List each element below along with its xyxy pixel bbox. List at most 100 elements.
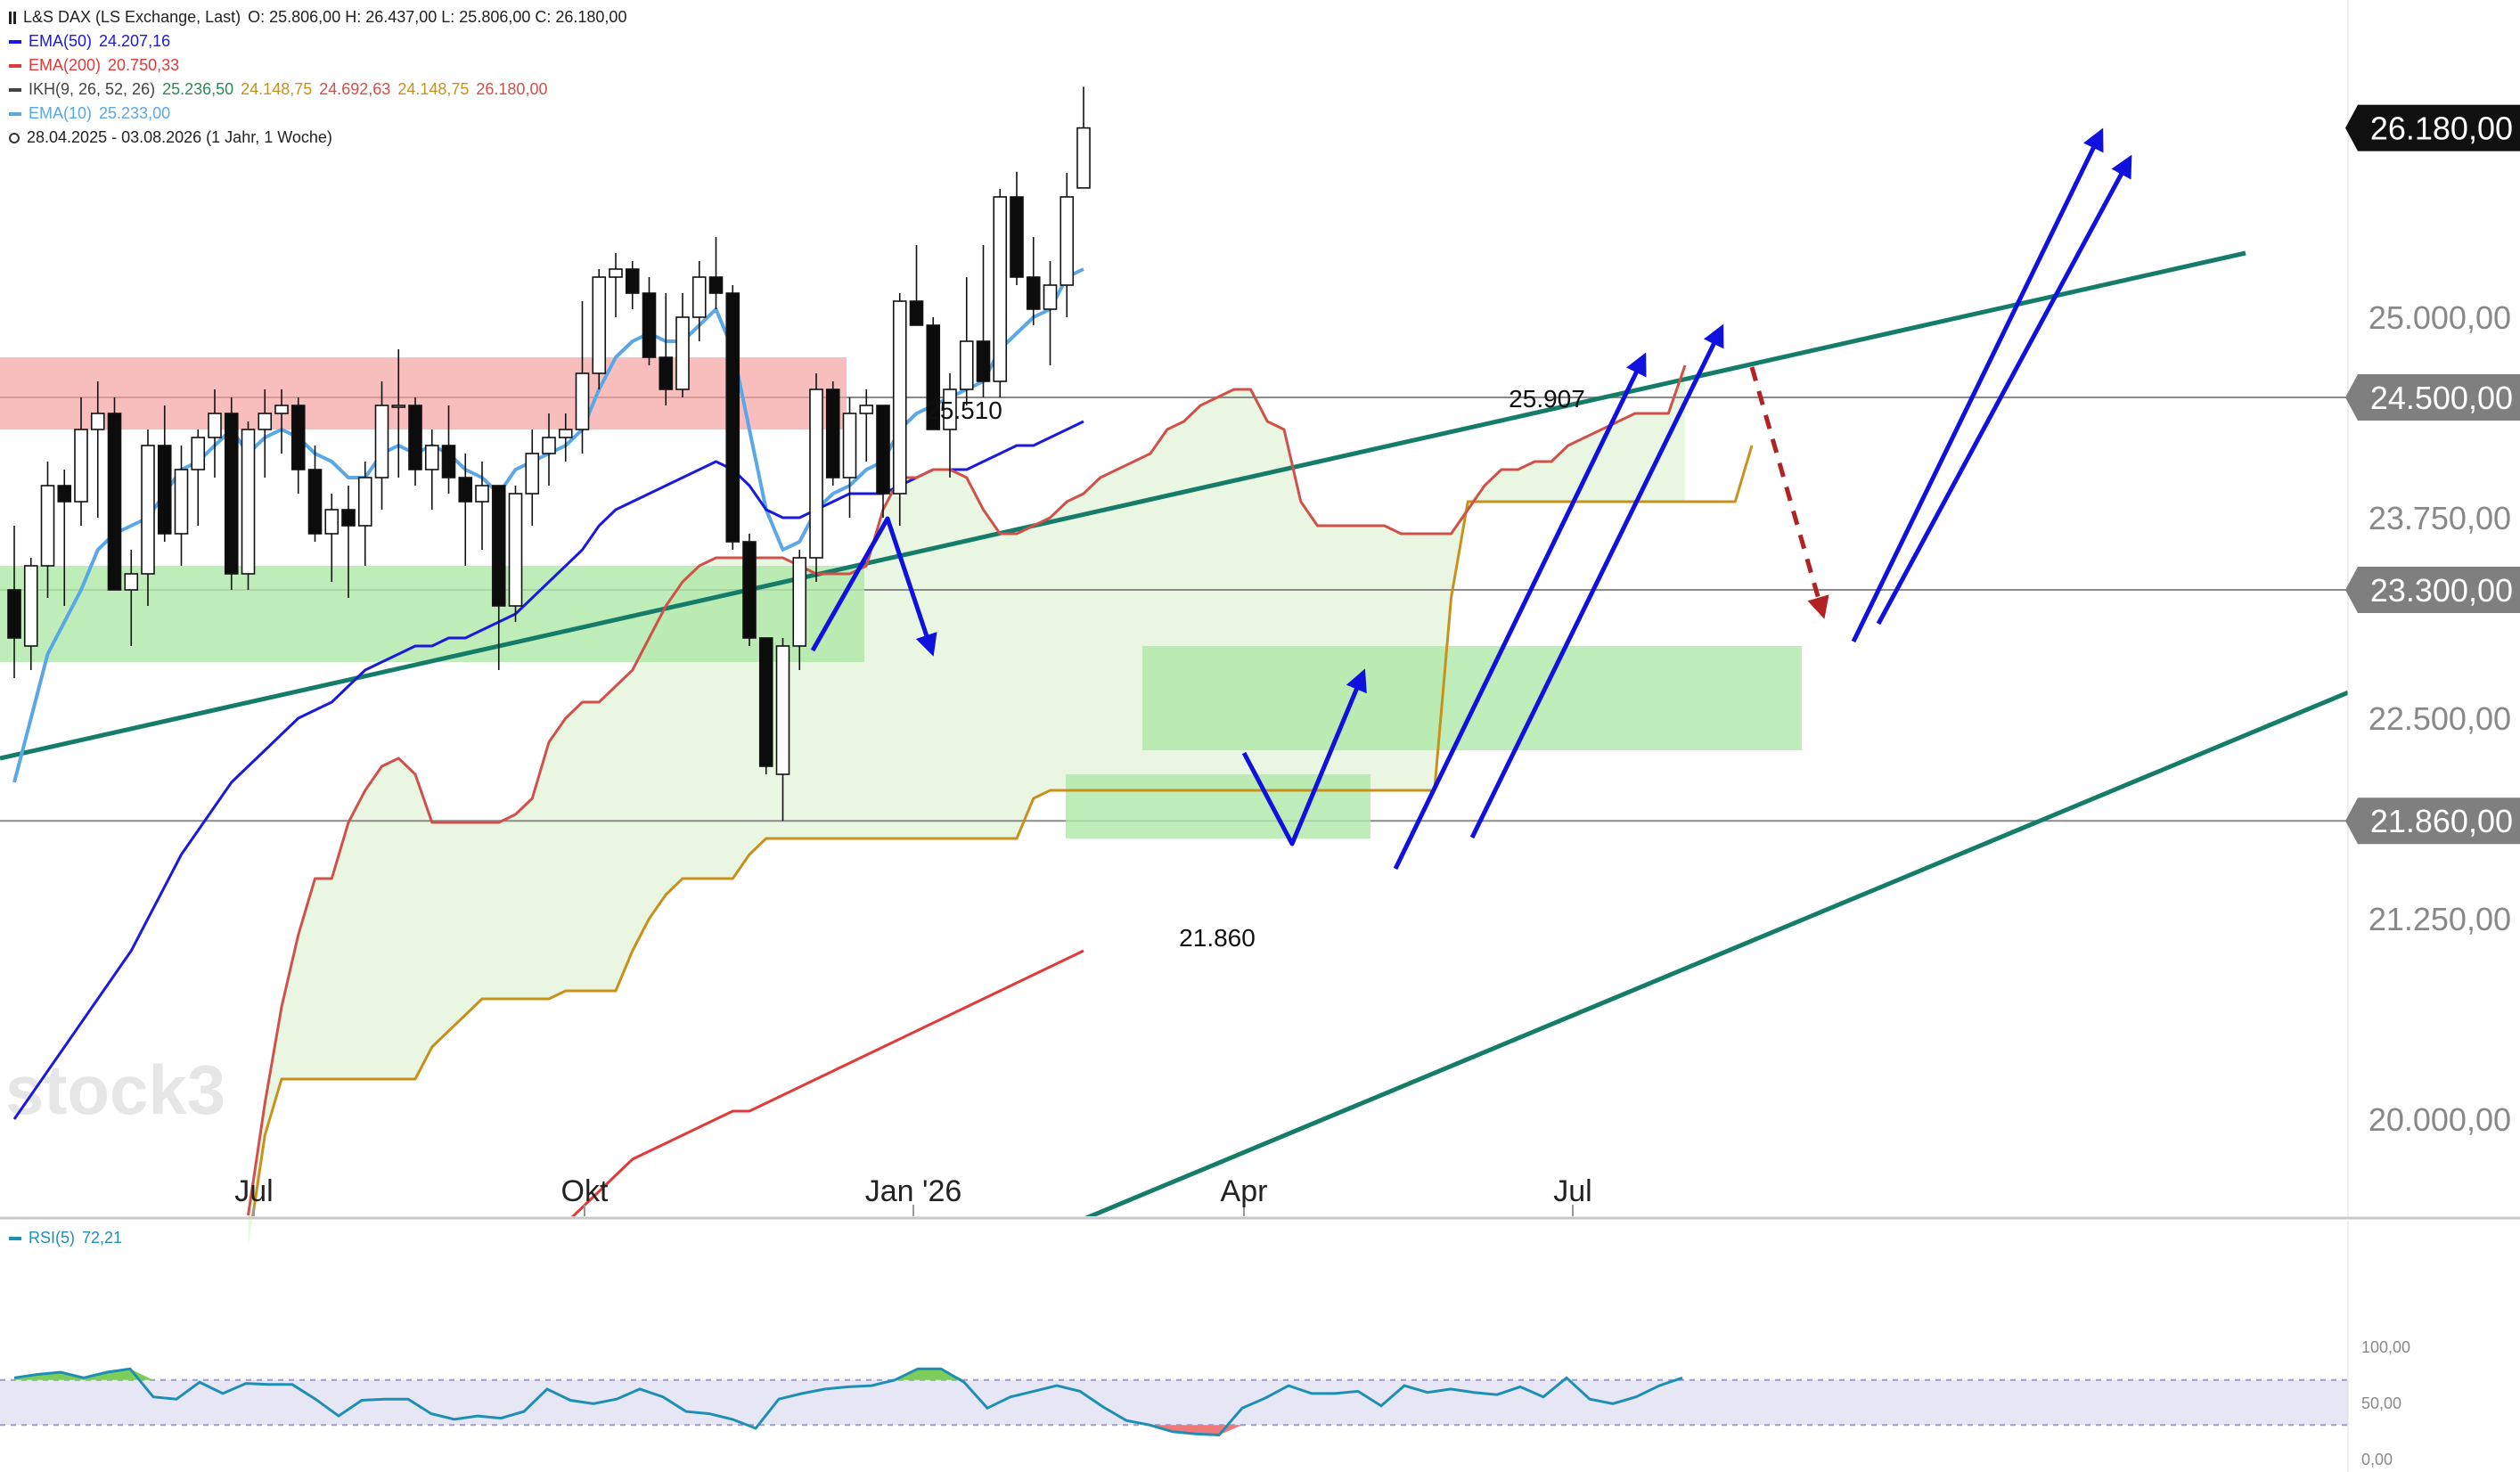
candle-63[interactable] (1060, 173, 1075, 317)
candle-23[interactable] (391, 349, 406, 478)
candle-46[interactable] (775, 638, 790, 822)
candle-7[interactable] (124, 550, 139, 646)
ema200-label: EMA(200) (29, 56, 102, 74)
candle-60[interactable] (1010, 171, 1024, 285)
candle-6[interactable] (107, 397, 122, 591)
candle-body-60 (1010, 196, 1024, 278)
ema10-value: 25.233,00 (99, 104, 171, 122)
channel-middle-line[interactable] (0, 250, 2246, 761)
rsi-legend[interactable]: RSI(5) 72,21 (9, 1229, 122, 1247)
resistance-zone[interactable] (0, 357, 847, 429)
arrow-target-1[interactable] (1851, 127, 2104, 643)
arrow-up-2[interactable] (1469, 323, 1724, 839)
candle-15[interactable] (258, 389, 273, 478)
ema200-value: 20.750,33 (108, 56, 180, 74)
candle-body-18 (307, 469, 323, 535)
candle-35[interactable] (592, 269, 607, 389)
candle-41[interactable] (691, 261, 707, 341)
price-tag-1[interactable]: 24.500,00 (2370, 380, 2513, 416)
legend-ema10[interactable]: EMA(10) 25.233,00 (9, 102, 626, 126)
candle-48[interactable] (809, 373, 823, 582)
candle-52[interactable] (876, 405, 890, 518)
arrow-up-1[interactable] (1393, 352, 1647, 871)
candle-11[interactable] (191, 429, 206, 526)
candle-47[interactable] (792, 550, 807, 670)
candle-49[interactable] (825, 381, 840, 486)
support-zone-middle[interactable] (1142, 646, 1802, 750)
line-ema-200-[interactable] (566, 949, 1084, 1223)
candle-56[interactable] (943, 373, 957, 478)
candle-1[interactable] (23, 558, 38, 670)
legend-ikh[interactable]: IKH(9, 26, 52, 26) 25.236,50 24.148,75 2… (9, 78, 626, 102)
candle-20[interactable] (341, 486, 356, 598)
candle-21[interactable] (357, 462, 372, 566)
candle-body-13 (224, 413, 239, 575)
candle-24[interactable] (408, 397, 422, 486)
candle-53[interactable] (892, 293, 907, 526)
candle-59[interactable] (993, 189, 1008, 397)
candle-64[interactable] (1076, 86, 1091, 189)
candle-32[interactable] (542, 413, 556, 486)
candle-44[interactable] (742, 534, 757, 646)
candle-40[interactable] (675, 293, 690, 397)
candle-54[interactable] (909, 245, 924, 326)
candle-8[interactable] (141, 429, 155, 606)
candle-39[interactable] (659, 293, 674, 405)
candle-37[interactable] (625, 261, 640, 309)
candle-19[interactable] (324, 494, 340, 582)
candle-0[interactable] (7, 526, 21, 678)
candle-51[interactable] (859, 389, 874, 462)
candle-13[interactable] (224, 397, 239, 590)
y-tick-label-5: 22.500,00 (2369, 700, 2511, 737)
candle-4[interactable] (74, 397, 88, 526)
arrow-dec-peak[interactable] (810, 516, 937, 657)
candle-30[interactable] (508, 486, 523, 622)
candle-28[interactable] (475, 462, 489, 550)
legend-ema50[interactable]: EMA(50) 24.207,16 (9, 29, 626, 53)
rsi-line[interactable] (13, 1367, 1683, 1437)
arrow-correction[interactable] (1749, 366, 1829, 619)
legend-ema200[interactable]: EMA(200) 20.750,33 (9, 53, 626, 78)
candle-29[interactable] (491, 485, 506, 670)
candle-58[interactable] (976, 245, 991, 397)
candle-14[interactable] (241, 421, 256, 590)
candle-45[interactable] (758, 637, 773, 774)
candle-55[interactable] (926, 317, 941, 430)
candle-12[interactable] (208, 389, 222, 478)
line-kijun-sen[interactable] (249, 445, 1754, 1247)
candle-16[interactable] (274, 389, 289, 454)
candle-57[interactable] (959, 277, 974, 405)
candle-10[interactable] (174, 446, 189, 566)
candle-26[interactable] (441, 405, 456, 494)
price-tag-2[interactable]: 23.300,00 (2370, 572, 2513, 609)
support-zone-lower[interactable] (1066, 774, 1370, 838)
candle-36[interactable] (609, 253, 623, 317)
candle-50[interactable] (842, 397, 857, 518)
line-senkou-span-a[interactable] (247, 364, 1687, 1216)
candle-43[interactable] (725, 285, 740, 550)
candle-5[interactable] (90, 381, 105, 518)
x-tick-label-0: Jul (234, 1174, 273, 1208)
candle-31[interactable] (525, 429, 540, 526)
price-tag-0[interactable]: 26.180,00 (2370, 110, 2513, 147)
candle-62[interactable] (1043, 261, 1058, 365)
candle-61[interactable] (1026, 237, 1041, 325)
candle-38[interactable] (642, 277, 657, 365)
candle-33[interactable] (558, 413, 573, 462)
candle-27[interactable] (458, 454, 473, 566)
candle-25[interactable] (424, 429, 439, 510)
arrow-target-2[interactable] (1876, 154, 2132, 626)
candle-17[interactable] (290, 397, 306, 494)
arrow-apr-bounce[interactable] (1241, 668, 1367, 846)
candle-18[interactable] (307, 446, 323, 542)
channel-lower-line[interactable] (900, 690, 2348, 1296)
candle-3[interactable] (57, 470, 72, 606)
trend-channel (0, 250, 2348, 1296)
candle-2[interactable] (40, 462, 55, 598)
candle-34[interactable] (575, 301, 590, 454)
price-tag-3[interactable]: 21.860,00 (2370, 803, 2513, 839)
candle-22[interactable] (374, 381, 389, 510)
candle-42[interactable] (708, 237, 724, 309)
candle-9[interactable] (157, 405, 172, 542)
